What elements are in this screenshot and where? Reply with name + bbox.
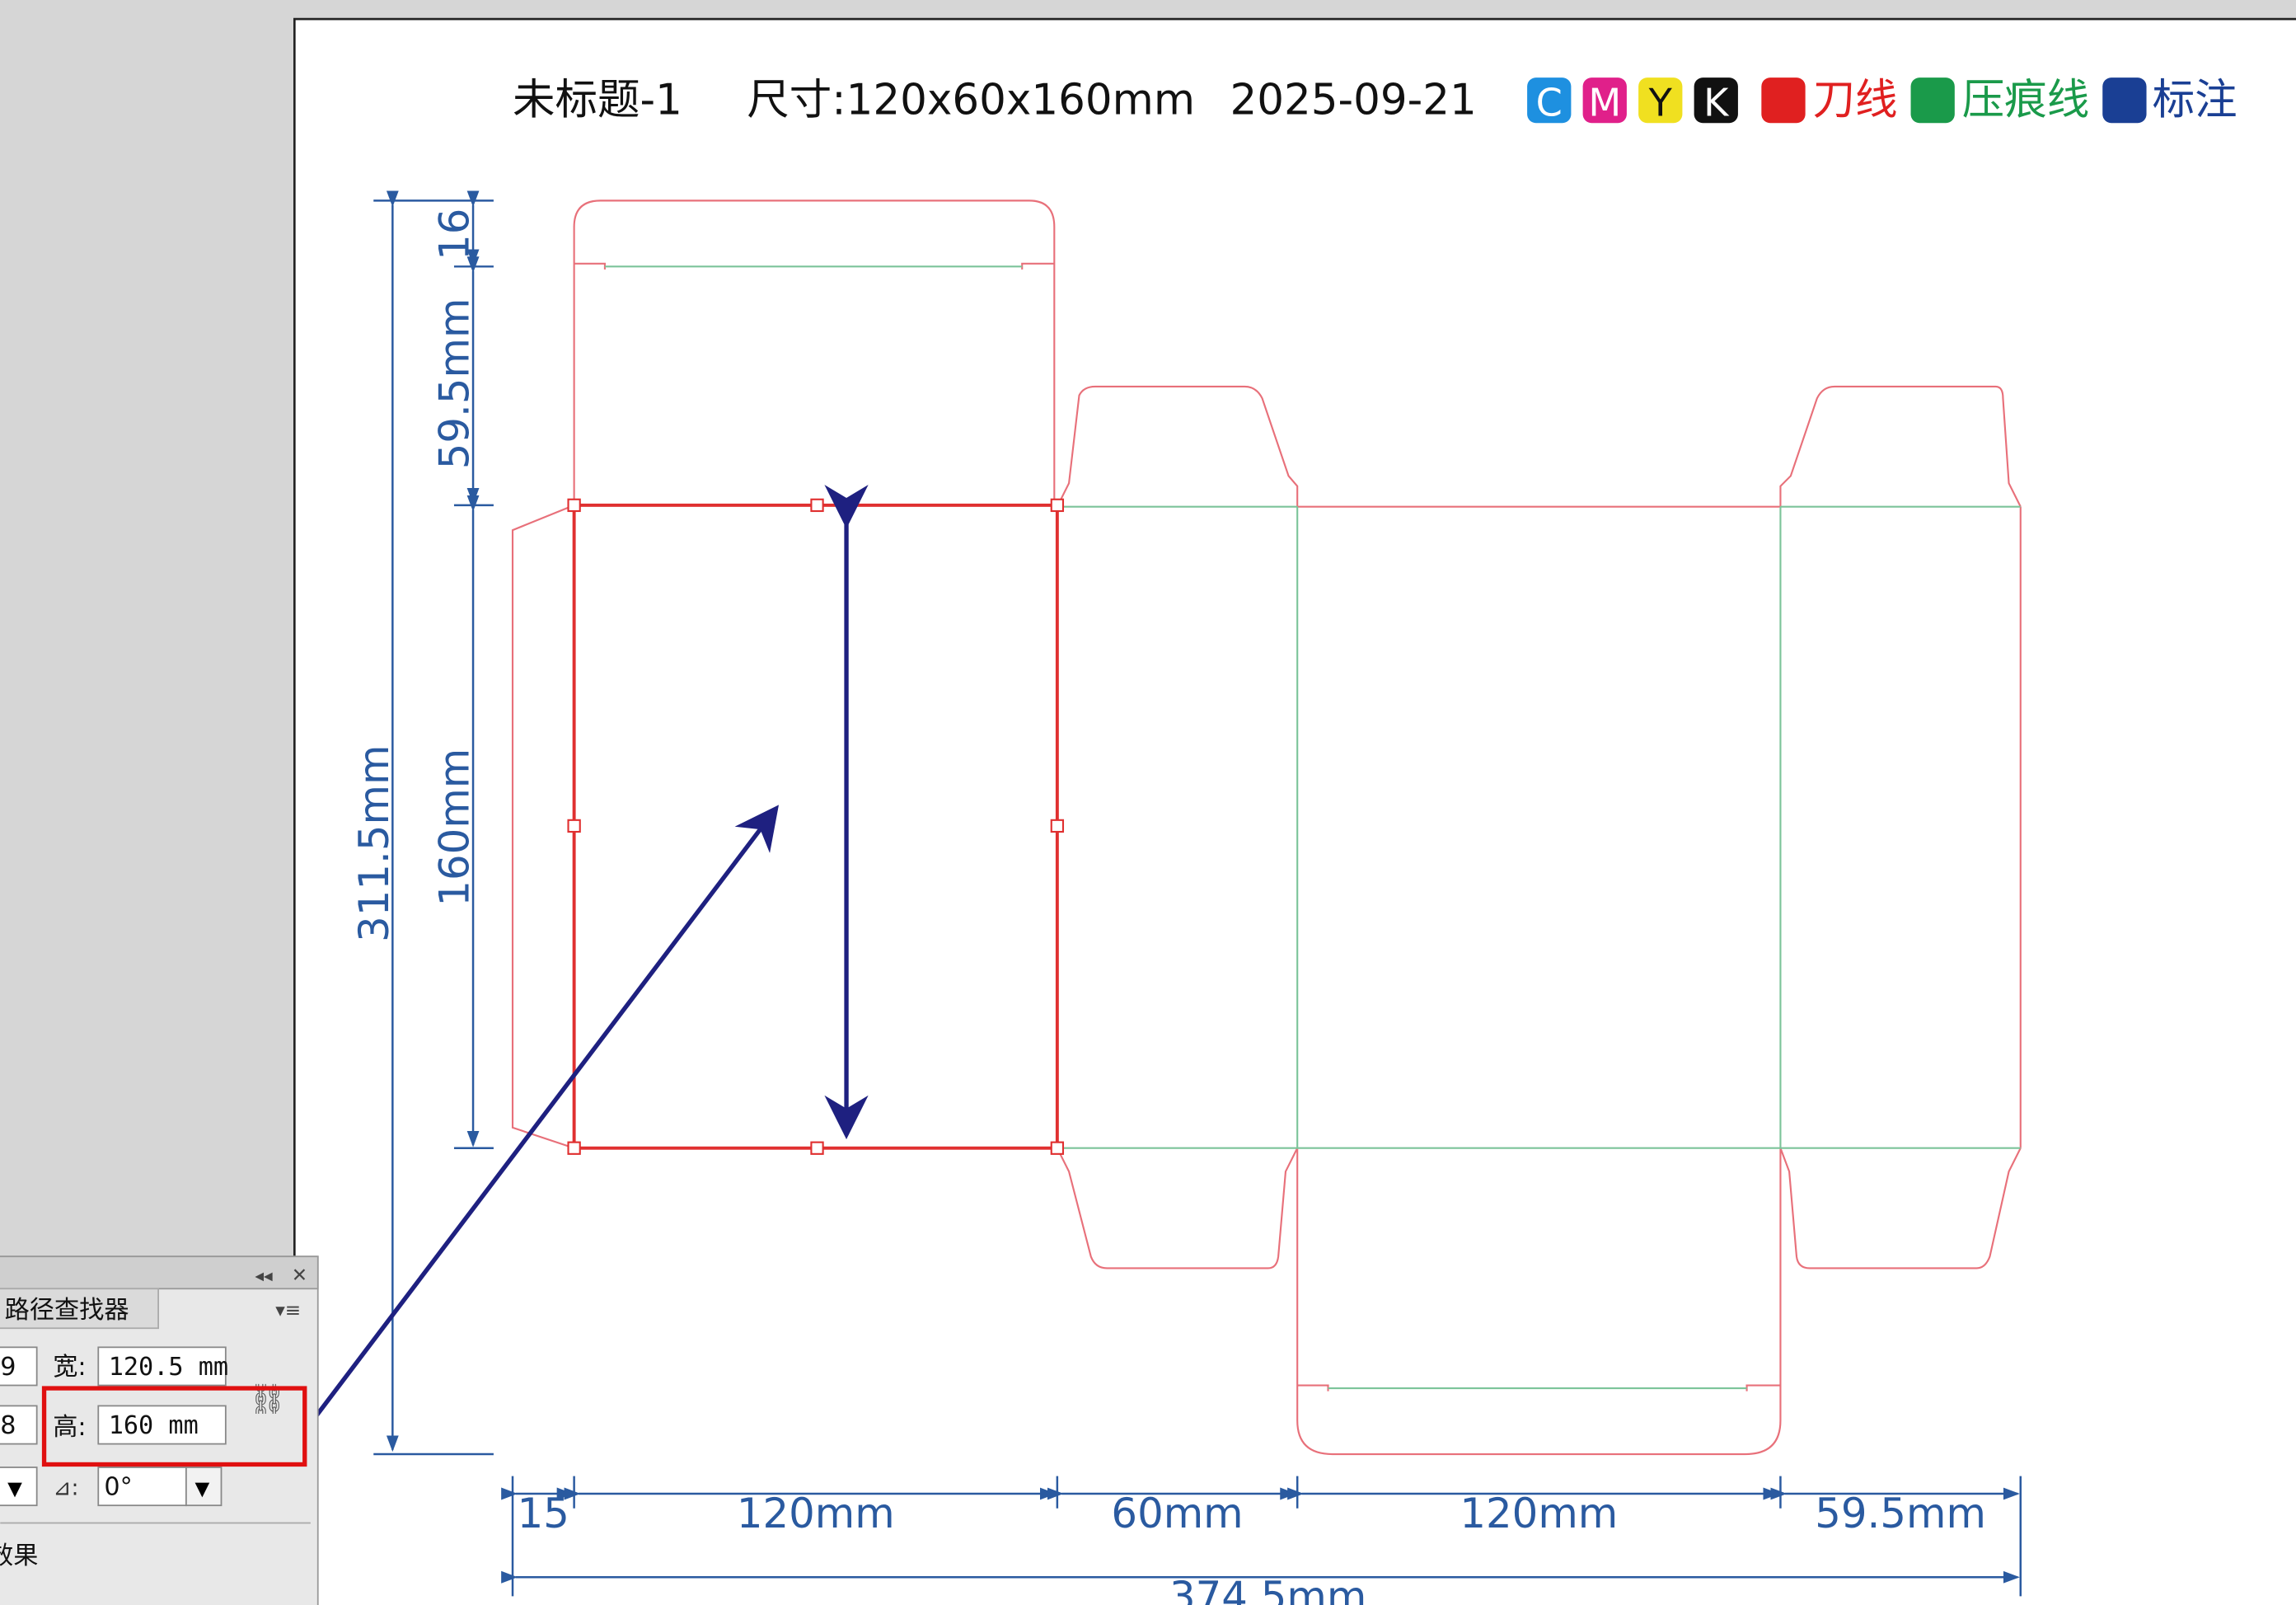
height-input[interactable] <box>97 1405 227 1445</box>
legend-label: 压痕线 <box>1962 76 2090 125</box>
dimension-label: 15 <box>518 1490 569 1537</box>
dimension-label: 120mm <box>1460 1490 1618 1537</box>
doc-title: 未标题-1 <box>513 76 682 125</box>
selection-handles <box>567 498 1065 1155</box>
x-input[interactable] <box>0 1346 38 1387</box>
swatch-label: K <box>1703 80 1730 124</box>
swatch-c <box>1527 77 1572 124</box>
dimension-label: 59.5mm <box>1815 1490 1986 1537</box>
dimension-label: 160mm <box>431 749 479 907</box>
dimension-label: 16 <box>431 209 479 260</box>
angle-dropdown[interactable] <box>185 1467 223 1507</box>
transform-panel: ◂◂ ✕ 路径查找器 ▾≡ 9 8 宽: 120.5 mm 高: 160 mm … <box>0 1255 319 1605</box>
dust-flap <box>1056 1147 1299 1269</box>
y-input[interactable] <box>0 1405 38 1445</box>
dust-flap <box>1779 1147 2022 1269</box>
collapse-button[interactable]: ◂◂ <box>255 1265 273 1286</box>
dropdown-arrow: ▼ <box>7 1479 22 1500</box>
legend-label: 标注 <box>2153 76 2237 125</box>
input-value: 9 <box>0 1353 16 1382</box>
input-value: 160 mm <box>109 1411 199 1440</box>
doc-date: 2025-09-21 <box>1230 76 1476 125</box>
crease-lines <box>573 505 2021 1149</box>
panel-titlebar <box>0 1255 319 1290</box>
width-input[interactable] <box>97 1346 227 1387</box>
height-label: 高: <box>53 1413 86 1442</box>
bottom-tuck <box>1296 1147 1782 1456</box>
cmyk-swatches: C M Y K <box>1527 77 1738 124</box>
input-value: 0° <box>104 1473 132 1502</box>
doc-size: 尺寸:120x60x160mm <box>747 76 1195 125</box>
input-value: 8 <box>0 1411 16 1440</box>
close-button[interactable]: ✕ <box>292 1265 307 1286</box>
pointer-arrow <box>313 805 779 1420</box>
dropdown-arrow: ▼ <box>195 1479 210 1500</box>
swatch-label: M <box>1588 80 1621 124</box>
dimension-label: 120mm <box>737 1490 895 1537</box>
width-label: 宽: <box>53 1353 86 1382</box>
shear-icon: ⊿: <box>53 1476 78 1501</box>
dimension-label: 59.5mm <box>431 298 479 470</box>
tab-label[interactable]: 路径查找器 <box>5 1296 129 1325</box>
swatch-label: Y <box>1648 80 1673 124</box>
tuck-notch <box>1297 1384 1781 1391</box>
legend-swatch <box>2102 77 2147 124</box>
dimension-label: 60mm <box>1111 1490 1243 1537</box>
dieline <box>511 199 2022 1456</box>
dropdown[interactable] <box>0 1467 38 1507</box>
panel-menu[interactable]: ▾≡ <box>275 1300 301 1321</box>
dust-flap <box>1056 385 1299 508</box>
dust-flap <box>1779 385 2022 508</box>
swatch-label: C <box>1536 80 1563 124</box>
effect-label: 效果 <box>0 1542 38 1570</box>
tuck-notch <box>574 262 1055 270</box>
artboard <box>293 17 2296 1605</box>
swatch-m <box>1582 77 1627 124</box>
legend-swatch <box>1910 77 1955 124</box>
swatch-k <box>1694 77 1738 124</box>
panel-tab[interactable] <box>0 1288 160 1330</box>
glue-flap <box>511 504 575 1149</box>
highlight-box <box>41 1386 307 1467</box>
dimension-label: 311.5mm <box>350 745 398 942</box>
input-value: 120.5 mm <box>109 1353 228 1382</box>
dimension-label: 374.5mm <box>1169 1573 1366 1605</box>
dimensions: 16 59.5mm 160mm 311.5mm 15 120mm 60mm 12… <box>350 190 2022 1605</box>
legend-swatch <box>1761 77 1806 124</box>
legend-label: 刀线 <box>1813 76 1898 125</box>
swatch-y <box>1638 77 1683 124</box>
top-tuck <box>573 199 1056 505</box>
